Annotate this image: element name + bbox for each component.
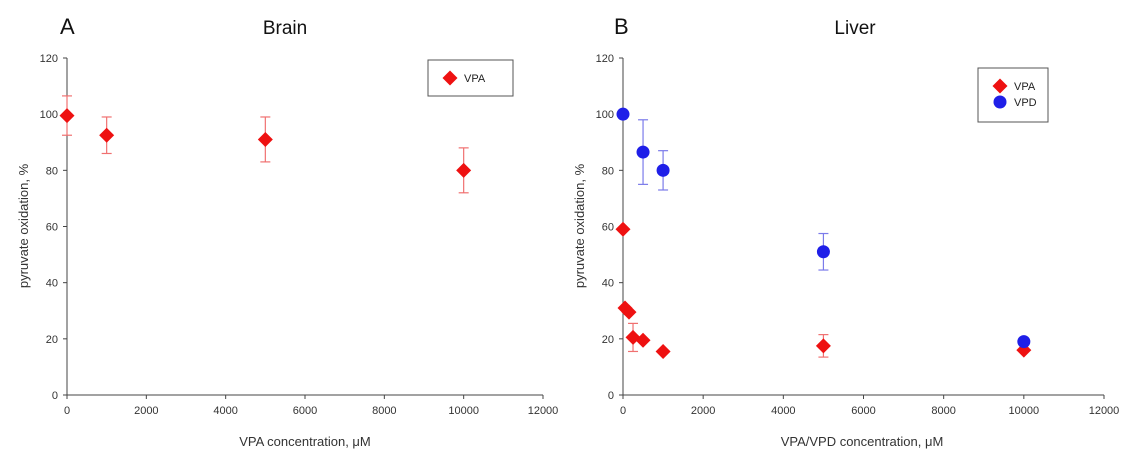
x-tick-label: 2000 (691, 405, 715, 417)
data-point (621, 304, 637, 320)
legend-box (977, 67, 1049, 123)
data-point (816, 245, 830, 259)
x-tick-label: 2000 (134, 405, 158, 417)
panel-liver: B Liver VPA/VPD concentration, μM pyruva… (572, 14, 1119, 449)
data-point (1017, 335, 1031, 349)
data-point (635, 332, 651, 348)
data-point (615, 221, 631, 237)
chart-title: Brain (263, 18, 307, 39)
y-tick-label: 20 (46, 334, 58, 346)
y-tick-label: 40 (46, 278, 58, 290)
y-tick-label: 120 (596, 53, 614, 65)
series-vpd (616, 107, 1031, 349)
panel-letter: B (614, 14, 629, 39)
chart-title: Liver (834, 18, 876, 39)
legend-label: VPD (1014, 97, 1037, 109)
legend-label: VPA (1014, 81, 1036, 93)
data-point (655, 343, 671, 359)
x-tick-label: 4000 (771, 405, 795, 417)
data-marks (59, 95, 472, 194)
x-axis-label: VPA concentration, μM (239, 434, 371, 449)
x-axis-label: VPA/VPD concentration, μM (781, 434, 944, 449)
legend-marker-vpd (993, 95, 1007, 109)
y-tick-label: 0 (52, 390, 58, 402)
y-tick-label: 60 (602, 222, 614, 234)
x-tick-label: 8000 (372, 405, 396, 417)
axes: 0 2000 4000 6000 8000 10000 12000 0 20 40 60 80 100 1… (596, 53, 1120, 417)
x-tick-label: 6000 (851, 405, 875, 417)
series-vpa (59, 95, 472, 194)
data-point (616, 107, 630, 121)
data-marks (615, 107, 1032, 359)
x-tick-label: 4000 (213, 405, 237, 417)
legend-marker-vpa (442, 70, 458, 86)
legend: VPA (427, 59, 514, 97)
data-point (257, 131, 273, 147)
x-tick-label: 8000 (931, 405, 955, 417)
y-tick-label: 80 (602, 165, 614, 177)
legend-marker-vpa (992, 78, 1008, 94)
data-point (456, 162, 472, 178)
panel-brain: A Brain VPA concentration, μM pyruvate o… (16, 14, 558, 449)
legend: VPA VPD (977, 67, 1049, 123)
x-tick-label: 0 (64, 405, 70, 417)
data-point (656, 163, 670, 177)
y-tick-label: 20 (602, 334, 614, 346)
legend-label: VPA (464, 73, 486, 85)
y-axis-label: pyruvate oxidation, % (572, 163, 587, 288)
x-tick-label: 0 (620, 405, 626, 417)
y-axis-label: pyruvate oxidation, % (16, 163, 31, 288)
y-tick-label: 100 (40, 109, 58, 121)
y-tick-label: 80 (46, 165, 58, 177)
y-tick-label: 100 (596, 109, 614, 121)
legend-box (427, 59, 514, 97)
y-tick-label: 120 (40, 53, 58, 65)
data-point (815, 338, 831, 354)
axes: 0 2000 4000 6000 8000 10000 12000 0 20 40 60 80 100 1… (40, 53, 559, 417)
data-point (59, 108, 75, 124)
x-tick-label: 12000 (1089, 405, 1120, 417)
x-tick-label: 10000 (448, 405, 479, 417)
data-point (99, 127, 115, 143)
data-point (636, 145, 650, 159)
y-tick-label: 0 (608, 390, 614, 402)
panel-letter: A (60, 14, 75, 39)
x-tick-label: 6000 (293, 405, 317, 417)
x-tick-label: 10000 (1009, 405, 1040, 417)
y-tick-label: 60 (46, 222, 58, 234)
y-tick-label: 40 (602, 278, 614, 290)
x-tick-label: 12000 (528, 405, 559, 417)
